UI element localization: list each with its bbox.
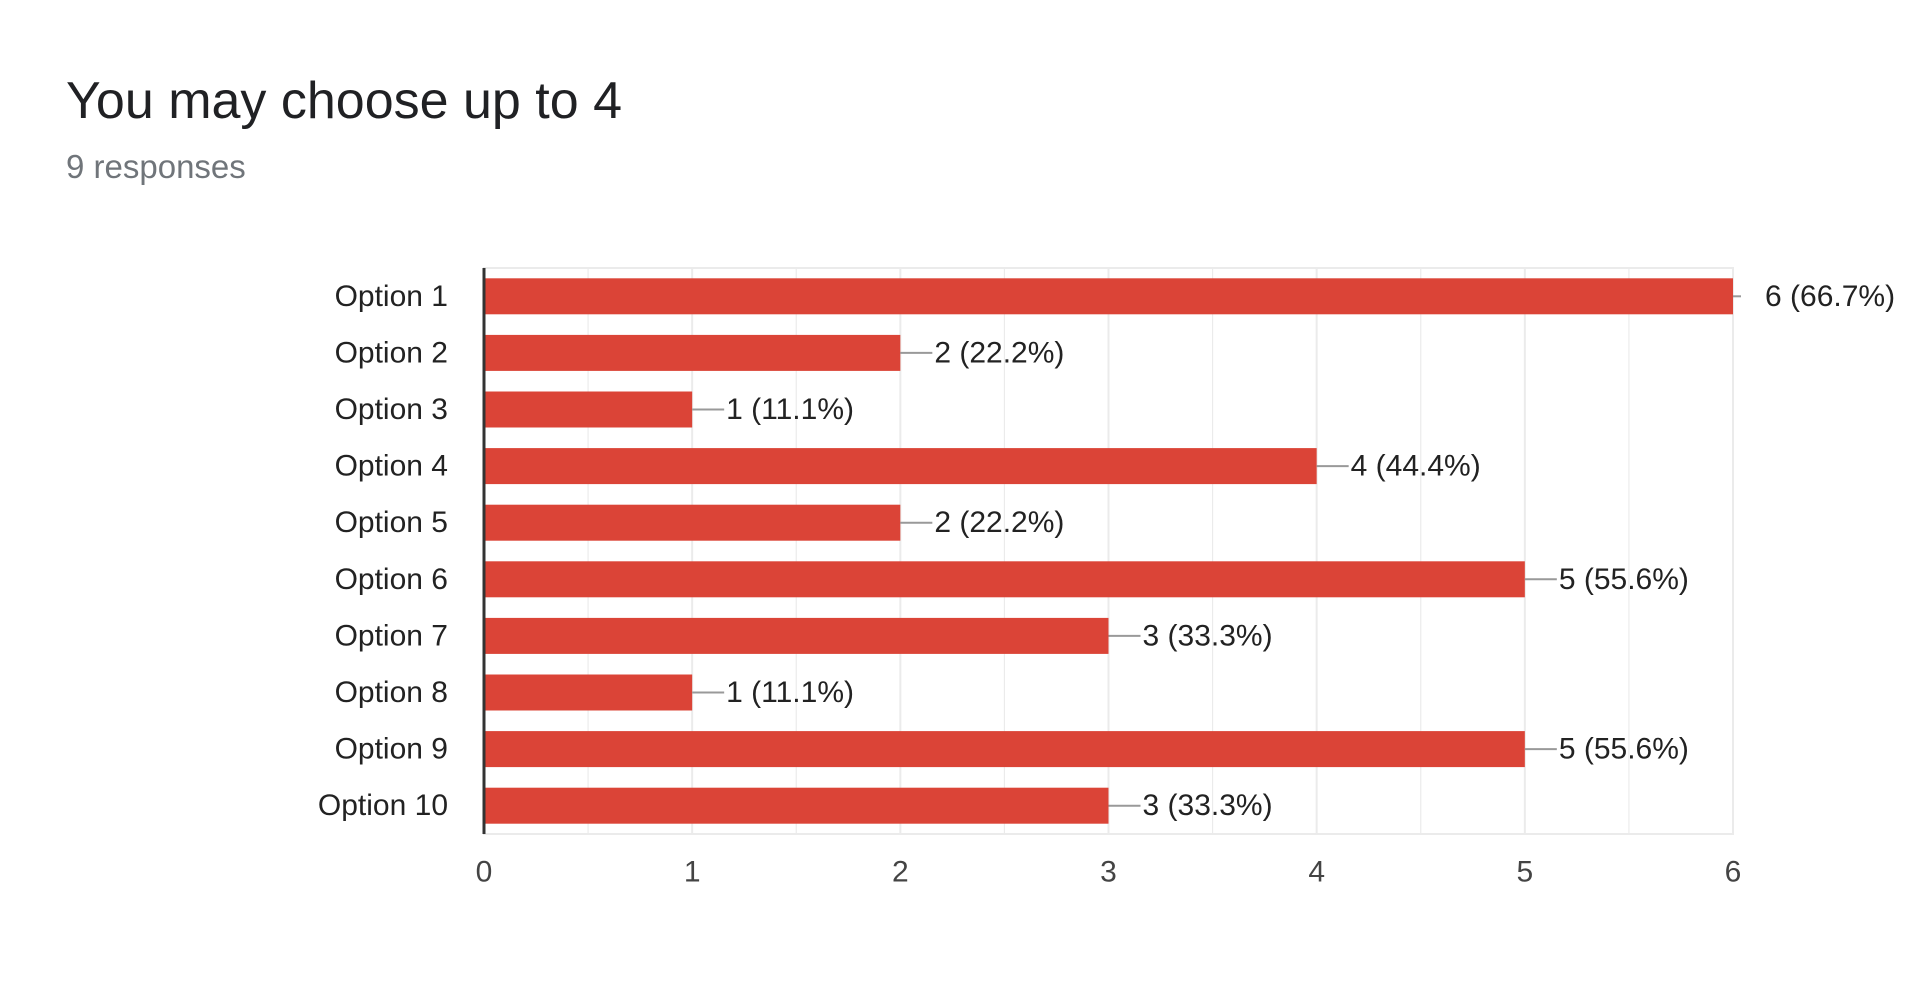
- category-label: Option 9: [335, 733, 448, 766]
- category-label: Option 10: [318, 789, 448, 822]
- x-tick-label: 4: [1308, 856, 1325, 889]
- category-label: Option 5: [335, 506, 448, 539]
- data-label: 3 (33.3%): [1143, 619, 1273, 652]
- category-label: Option 8: [335, 676, 448, 709]
- bar: [484, 391, 693, 428]
- bar: [484, 787, 1109, 824]
- category-label: Option 6: [335, 563, 448, 596]
- bar: [484, 617, 1109, 654]
- category-label: Option 4: [335, 450, 448, 483]
- data-label: 6 (66.7%): [1765, 280, 1895, 313]
- response-count: 9 responses: [66, 148, 246, 185]
- x-tick-label: 5: [1516, 856, 1533, 889]
- bar: [484, 504, 901, 541]
- bar: [484, 278, 1733, 315]
- data-label: 5 (55.6%): [1559, 563, 1689, 596]
- data-label: 4 (44.4%): [1351, 450, 1481, 483]
- category-label: Option 1: [335, 280, 448, 313]
- x-tick-label: 0: [476, 856, 493, 889]
- x-tick-label: 3: [1100, 856, 1117, 889]
- bar: [484, 674, 693, 711]
- data-label: 2 (22.2%): [934, 336, 1064, 369]
- x-tick-label: 2: [892, 856, 909, 889]
- data-label: 2 (22.2%): [934, 506, 1064, 539]
- x-tick-label: 6: [1725, 856, 1742, 889]
- x-tick-label: 1: [684, 856, 701, 889]
- data-label: 1 (11.1%): [726, 393, 854, 426]
- data-label: 1 (11.1%): [726, 676, 854, 709]
- category-label: Option 2: [335, 336, 448, 369]
- data-label: 5 (55.6%): [1559, 733, 1689, 766]
- chart-title: You may choose up to 4: [66, 72, 623, 130]
- bar: [484, 334, 901, 371]
- data-label: 3 (33.3%): [1143, 789, 1273, 822]
- bar: [484, 448, 1317, 485]
- category-label: Option 3: [335, 393, 448, 426]
- bar: [484, 561, 1525, 598]
- category-label: Option 7: [335, 619, 448, 652]
- bar: [484, 731, 1525, 768]
